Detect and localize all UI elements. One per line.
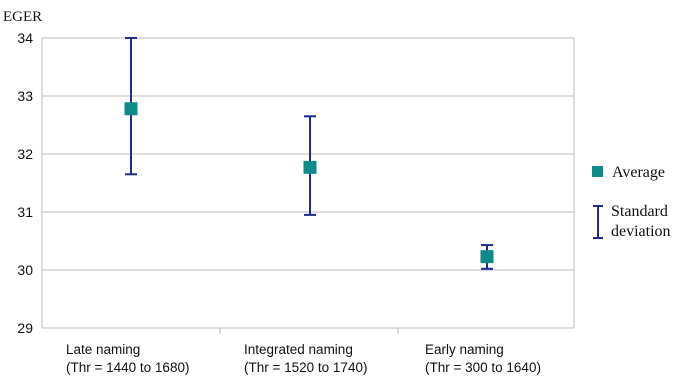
legend: Average Standard deviation bbox=[592, 164, 671, 240]
x-label-2-line2: (Thr = 300 to 1640) bbox=[425, 360, 541, 375]
legend-average-swatch bbox=[592, 166, 603, 177]
average-series bbox=[124, 102, 494, 264]
y-tick-label-34: 34 bbox=[17, 30, 33, 46]
x-label-1-line2: (Thr = 1520 to 1740) bbox=[244, 360, 367, 375]
x-label-2-line1: Early naming bbox=[425, 342, 504, 357]
y-axis-title: EGER bbox=[3, 9, 42, 25]
average-point-1 bbox=[303, 160, 317, 174]
average-point-0 bbox=[124, 102, 138, 116]
legend-std-label-line2: deviation bbox=[611, 223, 671, 240]
gridlines bbox=[41, 37, 575, 334]
x-label-0-line2: (Thr = 1440 to 1680) bbox=[66, 360, 189, 375]
legend-std-swatch bbox=[593, 205, 603, 239]
x-label-0-line1: Late naming bbox=[66, 342, 140, 357]
y-tick-label-30: 30 bbox=[17, 262, 33, 278]
y-tick-labels: 34 33 32 31 30 29 bbox=[17, 30, 33, 336]
y-tick-label-32: 32 bbox=[17, 146, 33, 162]
legend-average-label: Average bbox=[612, 164, 665, 181]
y-tick-label-29: 29 bbox=[17, 320, 33, 336]
legend-std-label-line1: Standard bbox=[611, 203, 668, 220]
std-deviation-series bbox=[125, 37, 493, 270]
x-label-1-line1: Integrated naming bbox=[244, 342, 353, 357]
y-tick-label-31: 31 bbox=[17, 204, 33, 220]
x-category-labels: Late naming (Thr = 1440 to 1680) Integrate… bbox=[66, 342, 541, 375]
average-point-2 bbox=[480, 250, 494, 264]
y-tick-label-33: 33 bbox=[17, 88, 33, 104]
